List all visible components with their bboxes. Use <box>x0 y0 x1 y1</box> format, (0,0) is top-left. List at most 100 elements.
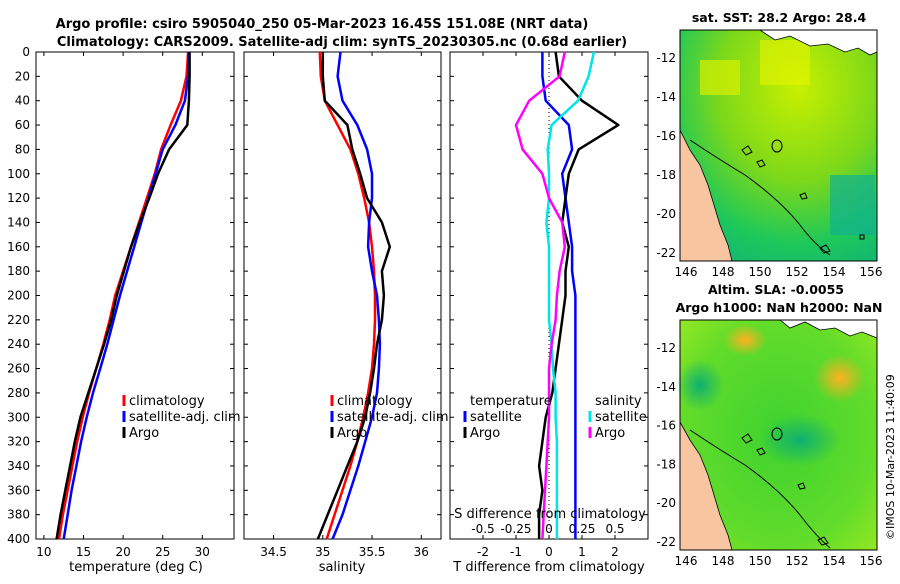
map-y-tick-label: -14 <box>656 380 676 394</box>
x-tick-label: 25 <box>155 545 170 559</box>
sla-map-title-1: Altim. SLA: -0.0055 <box>708 282 844 297</box>
map-x-tick-label: 148 <box>712 554 735 568</box>
legend-title-temperature: temperature <box>470 394 552 409</box>
y-tick-label: 100 <box>7 167 30 181</box>
series-line-salinity-argo <box>514 51 567 540</box>
legend-label-climatology: climatology <box>129 394 205 409</box>
y-tick-label: 20 <box>15 69 30 83</box>
y-tick-label: 260 <box>7 362 30 376</box>
x-tick-label: 35.5 <box>359 545 386 559</box>
map-x-tick-label: 156 <box>860 265 883 279</box>
legend-label-argo: Argo <box>129 426 159 441</box>
header-line-1: Argo profile: csiro 5905040_250 05-Mar-2… <box>56 17 589 32</box>
series-line-satellite-adj-clim <box>62 51 191 540</box>
map-y-tick-label: -18 <box>656 457 676 471</box>
sst-warm-patch <box>760 40 810 85</box>
map-x-tick-label: 154 <box>823 265 846 279</box>
legend-label-climatology: climatology <box>337 394 413 409</box>
map-x-tick-label: 148 <box>712 265 735 279</box>
y-tick-label: 140 <box>7 215 30 229</box>
legend-label-t-satellite: satellite <box>470 410 522 425</box>
t-difference-xlabel: T difference from climatology <box>452 560 645 575</box>
x2-tick-label: -0.25 <box>500 522 531 536</box>
map-y-tick-label: -16 <box>656 419 676 433</box>
map-y-tick-label: -12 <box>656 341 676 355</box>
sst-map-frame <box>679 29 878 262</box>
y-tick-label: 0 <box>22 45 30 59</box>
x2-tick-label: 0.5 <box>605 522 624 536</box>
map-y-tick-label: -14 <box>656 90 676 104</box>
sla-high-patch <box>723 324 767 356</box>
x-tick-label: 1 <box>578 545 586 559</box>
map-y-tick-label: -22 <box>656 535 676 549</box>
series-line-argo <box>55 52 191 540</box>
sla-map-frame <box>679 319 878 551</box>
y-tick-label: 60 <box>15 118 30 132</box>
map-x-tick-label: 146 <box>675 265 698 279</box>
sla-low-patch <box>676 359 724 411</box>
x-tick-label: 34.5 <box>260 545 287 559</box>
legend-label-s-argo: Argo <box>595 426 625 441</box>
x2-tick-label: 0.25 <box>569 522 596 536</box>
legend-label-argo: Argo <box>337 426 367 441</box>
x-tick-label: 20 <box>115 545 130 559</box>
map-x-tick-label: 150 <box>749 265 772 279</box>
sla-map: Altim. SLA: -0.0055 Argo h1000: NaN h200… <box>676 282 883 551</box>
map-y-tick-label: -16 <box>656 129 676 143</box>
map-y-tick-label: -18 <box>656 168 676 182</box>
sst-reefs <box>741 145 865 254</box>
legend-label-satellite: satellite-adj. clim <box>337 410 449 425</box>
sst-map: sat. SST: 28.2 Argo: 28.4 <box>679 10 878 262</box>
x-tick-label: 36 <box>414 545 429 559</box>
y-tick-label: 380 <box>7 508 30 522</box>
y-tick-label: 320 <box>7 435 30 449</box>
map-x-tick-label: 146 <box>675 554 698 568</box>
header-line-2: Climatology: CARS2009. Satellite-adj cli… <box>57 35 627 50</box>
sla-low-patch <box>760 414 840 466</box>
series-line-temperature-satellite <box>541 52 577 539</box>
map-x-tick-label: 150 <box>749 554 772 568</box>
sla-contour <box>689 429 831 549</box>
salinity-panel <box>243 51 442 540</box>
s-difference-xlabel: S difference from climatology <box>454 507 646 522</box>
y-tick-label: 360 <box>7 483 30 497</box>
map-y-tick-label: -22 <box>656 246 676 260</box>
y-tick-label: 220 <box>7 313 30 327</box>
difference-legend: temperature satellite Argo salinity sate… <box>463 394 647 441</box>
legend-label-s-satellite: satellite <box>595 410 647 425</box>
x-tick-label: -1 <box>510 545 522 559</box>
x-tick-label: -2 <box>477 545 489 559</box>
x-tick-label: 30 <box>195 545 210 559</box>
map-x-tick-label: 152 <box>786 265 809 279</box>
x-tick-label: 10 <box>36 545 51 559</box>
y-tick-label: 160 <box>7 240 30 254</box>
y-tick-label: 240 <box>7 337 30 351</box>
salinity-legend: climatology satellite-adj. clim Argo <box>330 394 449 441</box>
sst-contour <box>689 139 831 256</box>
series-line-temperature-argo <box>537 51 620 539</box>
map-y-tick-label: -20 <box>656 207 676 221</box>
x2-tick-label: -0.5 <box>471 522 494 536</box>
sst-reef-outline <box>771 139 783 153</box>
map-y-tick-label: -20 <box>656 496 676 510</box>
series-line-climatology <box>318 51 377 540</box>
y-tick-label: 400 <box>7 532 30 546</box>
y-tick-label: 80 <box>15 142 30 156</box>
imos-stamp: ©IMOS 10-Mar-2023 11:40:09 <box>884 374 897 540</box>
y-tick-label: 200 <box>7 289 30 303</box>
temperature-panel <box>35 51 235 540</box>
x-tick-label: 0 <box>545 545 553 559</box>
map-x-tick-label: 156 <box>860 554 883 568</box>
x-tick-label: 15 <box>76 545 91 559</box>
sla-high-patch <box>814 354 866 402</box>
y-tick-label: 120 <box>7 191 30 205</box>
x-tick-label: 35 <box>315 545 330 559</box>
series-line-satellite-adj-clim <box>331 51 382 540</box>
salinity-xlabel: salinity <box>319 560 366 575</box>
y-tick-label: 280 <box>7 386 30 400</box>
y-tick-label: 40 <box>15 94 30 108</box>
sla-map-title-2: Argo h1000: NaN h2000: NaN <box>676 300 883 315</box>
legend-label-t-argo: Argo <box>470 426 500 441</box>
sst-warm-patch <box>700 60 740 95</box>
